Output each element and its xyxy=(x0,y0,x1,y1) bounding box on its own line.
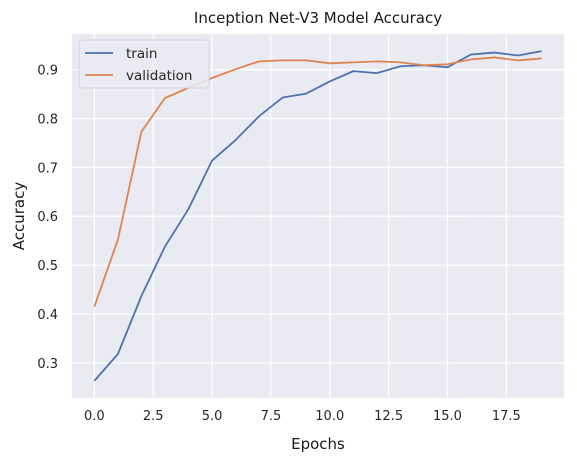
y-tick-label: 0.5 xyxy=(37,259,58,274)
chart-title: Inception Net-V3 Model Accuracy xyxy=(194,9,442,27)
y-tick-label: 0.7 xyxy=(37,161,58,176)
legend-label-validation: validation xyxy=(126,68,192,84)
y-tick-labels: 0.3 0.4 0.5 0.6 0.7 0.8 0.9 xyxy=(37,64,58,372)
x-tick-label: 17.5 xyxy=(492,409,521,424)
x-tick-labels: 0.0 2.5 5.0 7.5 10.0 12.5 15.0 17.5 xyxy=(84,409,521,424)
x-tick-label: 7.5 xyxy=(261,409,282,424)
y-tick-label: 0.8 xyxy=(37,113,58,128)
x-axis-label: Epochs xyxy=(291,435,345,453)
y-tick-label: 0.9 xyxy=(37,64,58,79)
x-tick-label: 12.5 xyxy=(374,409,403,424)
legend: train validation xyxy=(78,39,210,89)
series-line-train xyxy=(93,50,542,382)
x-tick-label: 5.0 xyxy=(202,409,223,424)
y-axis-label: Accuracy xyxy=(10,182,28,251)
y-tick-label: 0.4 xyxy=(37,308,58,323)
series-lines xyxy=(93,50,542,382)
y-tick-label: 0.6 xyxy=(37,210,58,225)
legend-box xyxy=(78,39,210,89)
x-tick-label: 0.0 xyxy=(84,409,105,424)
series-line-validation xyxy=(93,56,542,307)
x-tick-label: 2.5 xyxy=(143,409,164,424)
grid-lines xyxy=(72,34,564,398)
x-tick-label: 15.0 xyxy=(433,409,462,424)
x-tick-label: 10.0 xyxy=(315,409,344,424)
legend-label-train: train xyxy=(126,46,157,62)
y-tick-label: 0.3 xyxy=(37,357,58,372)
